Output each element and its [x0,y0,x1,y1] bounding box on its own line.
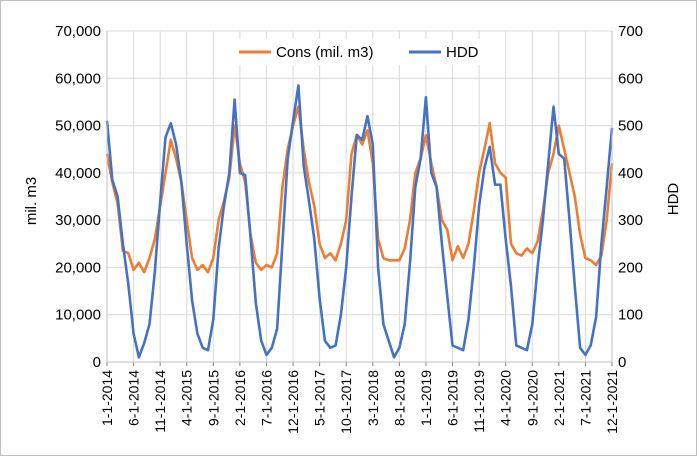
legend-label-cons: Cons (mil. m3) [276,44,374,61]
y-tick-label: 50,000 [55,118,101,135]
x-tick-label: 2-1-2016 [232,370,248,426]
y2-axis-title: HDD [665,183,682,216]
y-tick-label: 60,000 [55,70,101,87]
legend-background [233,39,499,65]
x-tick-label: 6-1-2014 [126,370,142,426]
x-tick-label: 2-1-2021 [551,370,567,426]
y-axis-title: mil. m3 [23,177,40,225]
x-tick-label: 11-1-2019 [471,370,487,433]
series-lines [105,84,614,359]
gridlines [106,30,613,362]
x-tick-label: 7-1-2021 [577,370,593,426]
axes: 0 0 10,000 100 20,000 200 30,000 300 40,000 400 50… [55,23,643,434]
x-tick-label: 4-1-2020 [498,370,514,426]
y-tick-label: 30,000 [55,212,101,229]
legend: Cons (mil. m3) HDD [233,39,499,65]
x-tick-label: 9-1-2020 [524,370,540,426]
series-line-hdd [105,84,614,359]
x-tick-label: 7-1-2016 [258,370,274,426]
legend-label-hdd: HDD [446,44,479,61]
y-tick-label: 70,000 [55,23,101,40]
y-tick-label: 40,000 [55,165,101,182]
x-tick-label: 5-1-2017 [312,370,328,426]
x-tick-label: 1-1-2019 [418,370,434,426]
y2-tick-label: 700 [618,23,643,40]
x-tick-label: 10-1-2017 [338,370,354,434]
y2-tick-label: 300 [618,212,643,229]
x-tick-label: 4-1-2015 [179,370,195,426]
x-tick-label: 11-1-2014 [152,370,168,433]
y2-tick-label: 500 [618,118,643,135]
y2-tick-label: 0 [618,354,626,371]
y2-tick-label: 400 [618,165,643,182]
y2-tick-label: 100 [618,307,643,324]
x-tick-label: 9-1-2015 [205,370,221,426]
x-tick-label: 3-1-2018 [365,370,381,426]
y2-tick-label: 600 [618,70,643,87]
y2-tick-label: 200 [618,259,643,276]
x-tick-label: 6-1-2019 [445,370,461,426]
x-tick-label: 12-1-2021 [604,370,620,434]
x-tick-label: 8-1-2018 [391,370,407,426]
y-tick-label: 20,000 [55,259,101,276]
x-tick-label: 1-1-2014 [99,370,115,426]
y-tick-label: 0 [93,354,101,371]
y-tick-label: 10,000 [55,307,101,324]
x-tick-label: 12-1-2016 [285,370,301,434]
series-line-cons [105,105,614,274]
